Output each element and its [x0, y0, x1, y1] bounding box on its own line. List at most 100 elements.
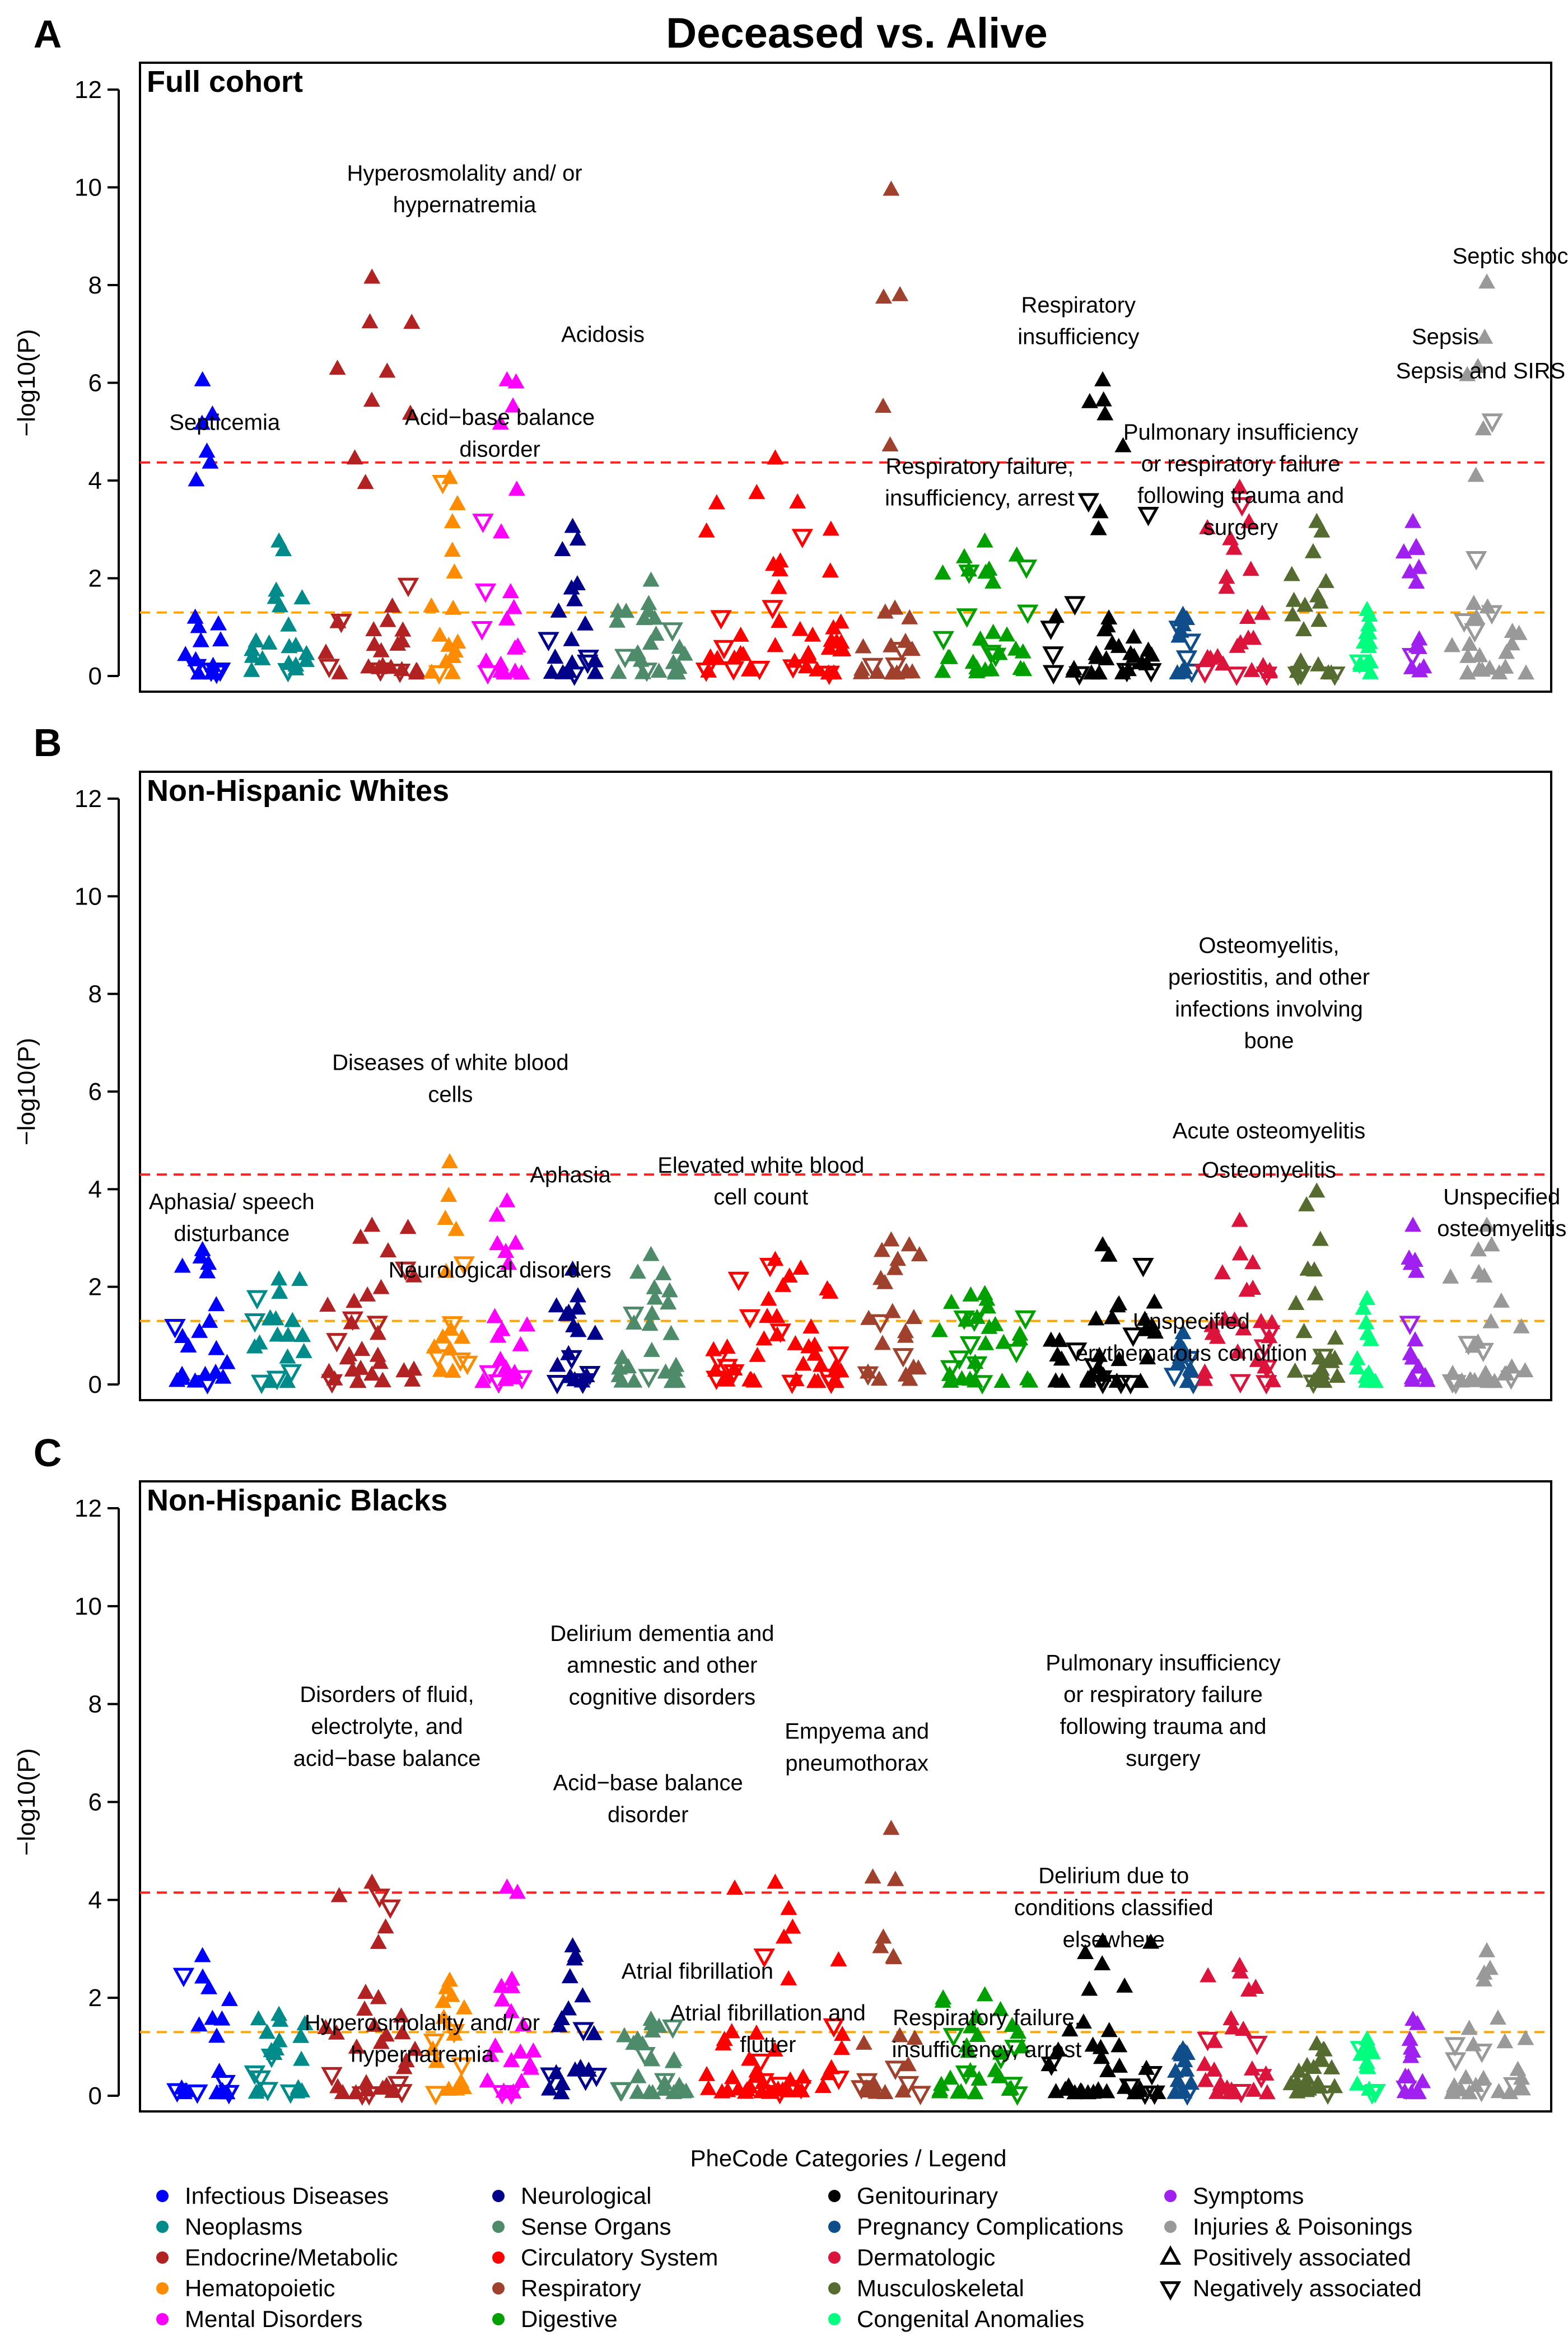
data-point: [806, 1373, 823, 1388]
data-point: [1517, 2030, 1534, 2045]
data-point: [876, 2084, 894, 2100]
data-point: [279, 1326, 297, 1342]
data-point: [626, 1314, 643, 1330]
data-point: [574, 1987, 591, 2003]
data-point: [1252, 1313, 1270, 1328]
data-point: [1200, 1967, 1217, 1983]
data-point: [1312, 1230, 1329, 1246]
data-point: [405, 1360, 423, 1376]
data-point: [244, 641, 261, 656]
annotation-label: Neurological disorders: [389, 1258, 612, 1283]
data-point: [642, 635, 659, 650]
legend: PheCode Categories / Legend Infectious Di…: [156, 2145, 1422, 2332]
y-tick-label: 4: [88, 1176, 102, 1203]
panel-C: C Non-Hispanic Blacks 0 2 4 6 8 10 12 −log10(P) De…: [13, 1431, 1552, 2113]
data-point: [663, 1373, 680, 1388]
data-point: [1358, 623, 1375, 639]
data-point: [791, 621, 809, 636]
data-point: [295, 1342, 312, 1358]
data-point: [397, 577, 419, 598]
data-point: [509, 1883, 526, 1899]
data-point: [1310, 612, 1328, 627]
annotation-label: Delirium due to: [1038, 1864, 1189, 1889]
data-point: [569, 1299, 586, 1315]
data-point: [1040, 2056, 1058, 2072]
data-point: [389, 663, 411, 683]
data-point: [1360, 2080, 1378, 2096]
data-point: [885, 1947, 902, 1963]
annotation-label: surgery: [1126, 1746, 1200, 1771]
data-point: [1502, 2077, 1525, 2097]
data-point: [969, 2027, 986, 2043]
data-point: [892, 1348, 914, 1368]
data-point: [1084, 2036, 1102, 2052]
data-point: [662, 1325, 680, 1340]
data-point: [650, 2017, 668, 2033]
legend-swatch: [828, 2282, 841, 2295]
annotation-label: hypernatremia: [393, 193, 536, 217]
data-point: [366, 1316, 389, 1336]
data-point: [363, 391, 380, 407]
data-point: [1175, 650, 1198, 670]
y-tick-label: 6: [88, 1078, 102, 1106]
data-point: [830, 1951, 847, 1966]
y-tick-label: 10: [74, 883, 102, 910]
data-point: [1282, 2075, 1300, 2091]
data-point: [1402, 1255, 1420, 1270]
data-point: [428, 2053, 445, 2068]
data-point: [732, 626, 749, 642]
data-point: [628, 646, 645, 661]
data-point: [258, 2023, 276, 2039]
data-point: [1231, 1963, 1249, 1979]
data-point: [169, 1372, 186, 1387]
data-point: [610, 664, 627, 679]
data-point: [864, 1868, 881, 1884]
data-point: [661, 622, 683, 642]
data-point: [567, 1946, 584, 1962]
peak-point: [642, 571, 660, 587]
data-point: [164, 1318, 186, 1339]
annotation-label: Elevated white blood: [657, 1153, 864, 1178]
data-point: [786, 652, 803, 668]
data-point: [502, 2003, 520, 2018]
y-axis-label: −log10(P): [13, 329, 40, 436]
data-point: [349, 1373, 366, 1388]
peak-point: [194, 1947, 211, 1962]
data-point: [1304, 543, 1322, 558]
data-point: [770, 579, 787, 594]
data-point: [394, 621, 412, 637]
data-point: [339, 1349, 356, 1365]
data-point: [990, 2050, 1012, 2070]
data-point: [873, 1242, 890, 1257]
peak-point: [1094, 371, 1112, 386]
data-point: [1053, 1350, 1070, 1366]
annotation-label: Hyperosmolality and/ or: [347, 161, 582, 185]
data-point: [204, 656, 222, 672]
data-point: [1231, 1245, 1249, 1261]
data-point: [1306, 1285, 1324, 1300]
data-point: [561, 663, 578, 678]
plot-frame: [139, 771, 1552, 1401]
data-point: [1409, 2015, 1426, 2030]
data-point: [1089, 1359, 1107, 1374]
data-point: [789, 493, 806, 509]
data-point: [823, 631, 840, 647]
data-point: [214, 1368, 232, 1384]
data-point: [192, 632, 209, 647]
data-point: [1474, 420, 1492, 436]
data-point: [984, 573, 1002, 589]
data-point: [444, 664, 461, 679]
data-point: [435, 1993, 452, 2008]
data-point: [346, 449, 363, 465]
data-point: [280, 1364, 302, 1384]
data-point: [549, 1356, 566, 1372]
data-point: [1142, 1933, 1159, 1949]
data-point: [380, 1242, 397, 1257]
data-point: [262, 1309, 279, 1325]
data-point: [759, 1308, 776, 1323]
data-point: [1099, 2062, 1117, 2077]
data-point: [292, 2027, 310, 2043]
data-point: [1253, 1339, 1276, 1359]
data-point: [204, 405, 221, 421]
data-point: [956, 608, 978, 628]
